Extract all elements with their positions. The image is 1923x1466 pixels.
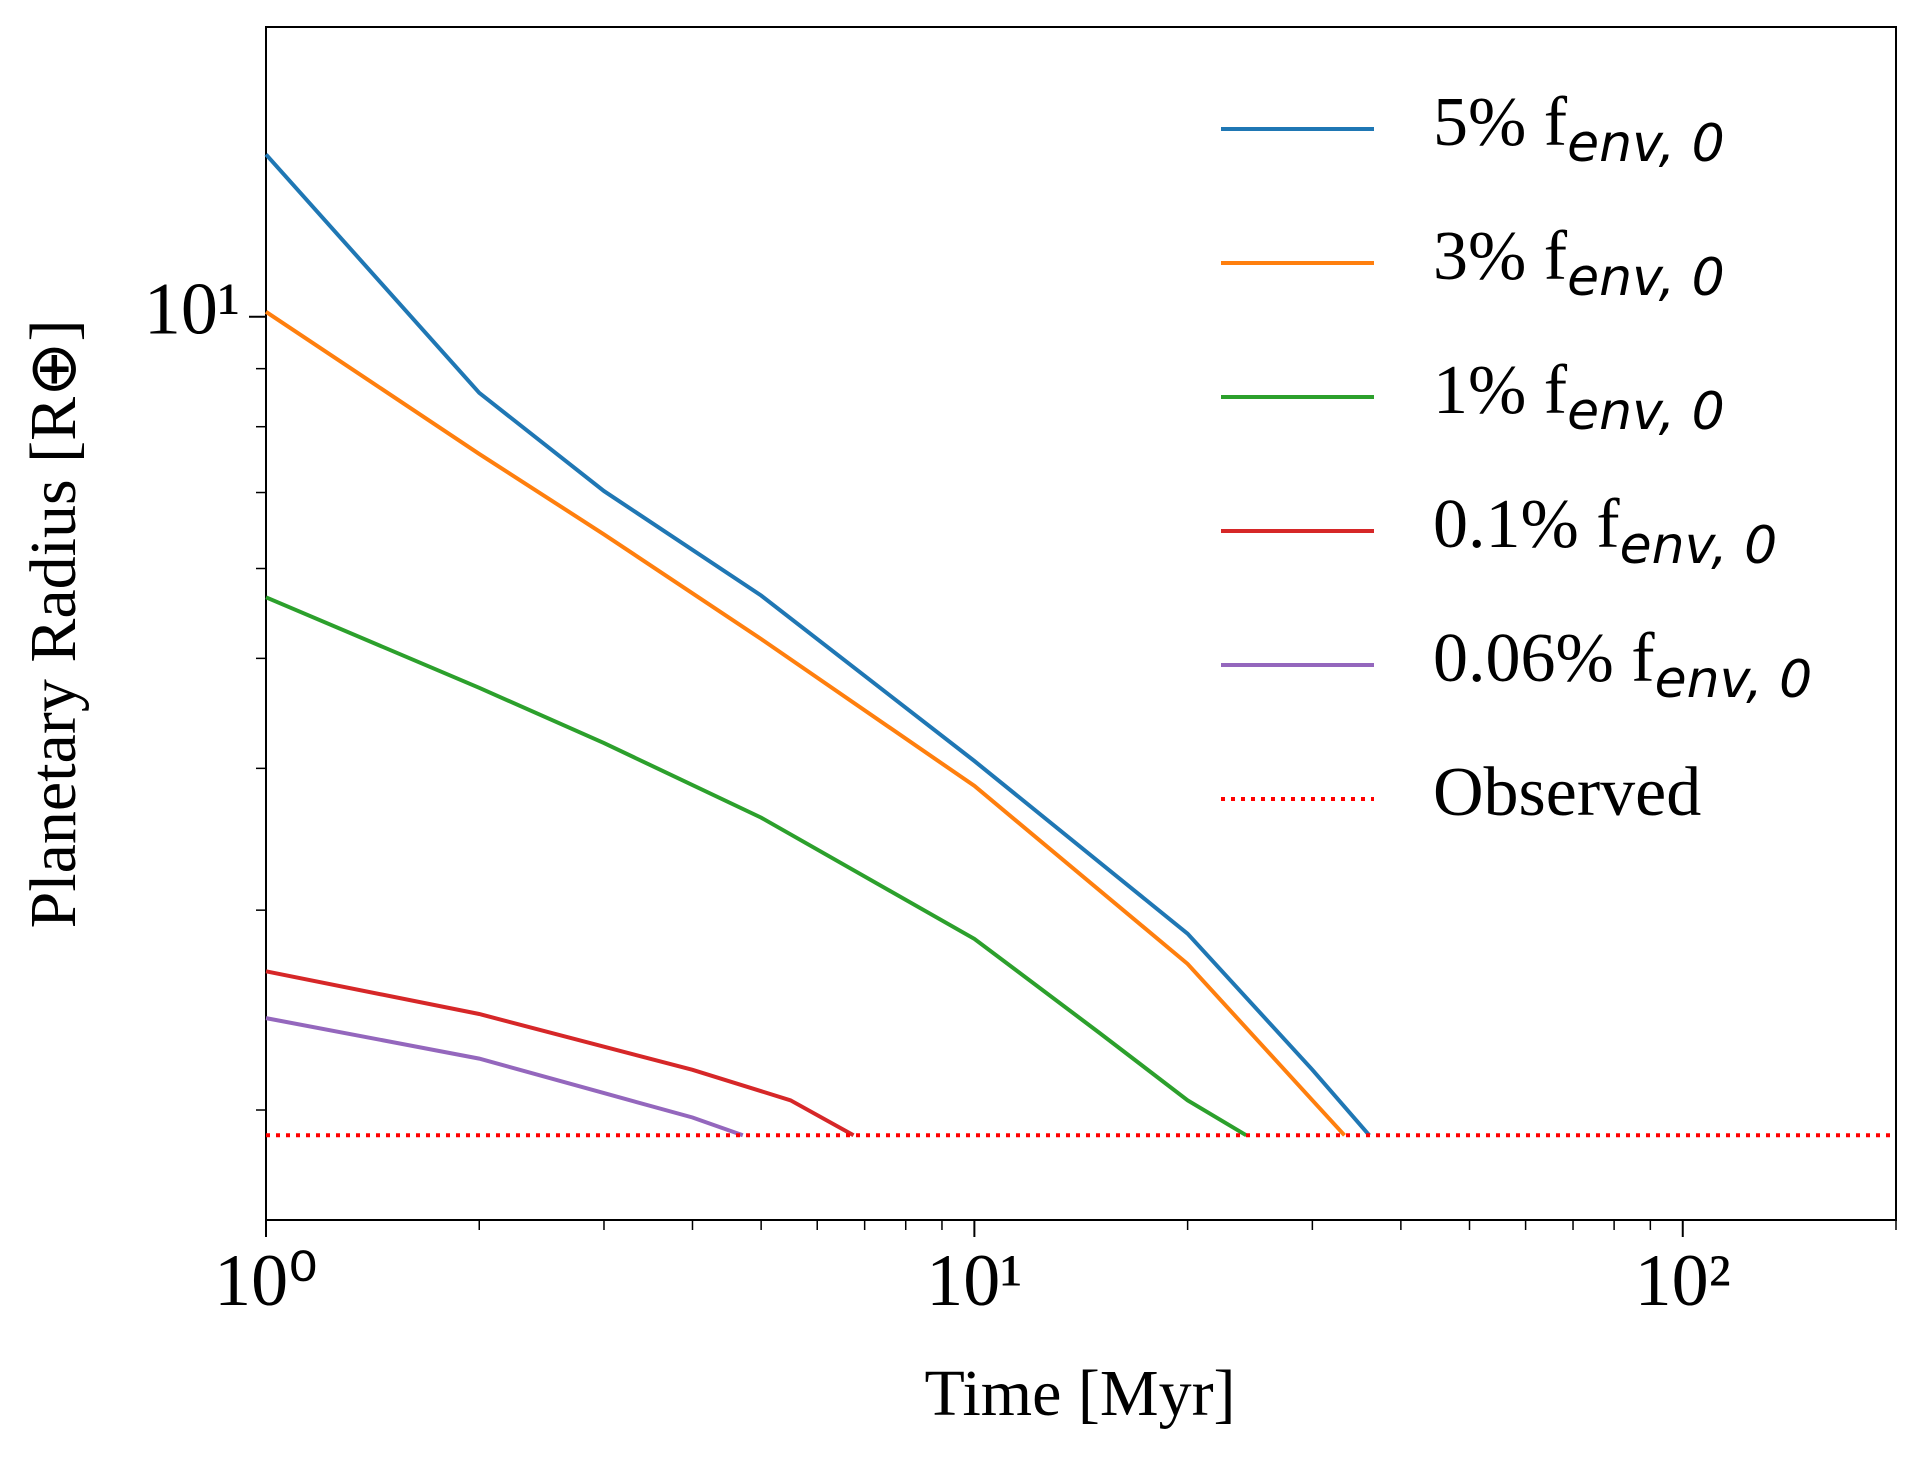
legend-subscript: env, 0 <box>1567 382 1725 442</box>
legend-label: 5% fenv, 0 <box>1433 84 1725 174</box>
legend-name: 0.06% f <box>1433 620 1655 697</box>
legend-label: 3% fenv, 0 <box>1433 218 1725 308</box>
legend-subscript: env, 0 <box>1567 114 1725 174</box>
x-tick-label: 10⁰ <box>214 1240 318 1322</box>
series-line <box>264 310 1346 1137</box>
legend-subscript: env, 0 <box>1620 516 1778 576</box>
legend-label: Observed <box>1433 754 1701 831</box>
legend-name: Observed <box>1433 754 1701 831</box>
legend-label: 0.06% fenv, 0 <box>1433 620 1812 710</box>
legend-name: 0.1% f <box>1433 486 1620 563</box>
legend-name: 5% f <box>1433 84 1568 161</box>
series-line <box>265 1016 744 1138</box>
legend-label: 0.1% fenv, 0 <box>1433 486 1777 576</box>
legend-name: 1% f <box>1433 352 1568 429</box>
legend-subscript: env, 0 <box>1655 650 1813 710</box>
plot-frame <box>265 26 1897 1221</box>
legend-name: 3% f <box>1433 218 1568 295</box>
series-line <box>265 595 1248 1138</box>
x-tick-label: 10² <box>1635 1240 1731 1322</box>
x-axis-label: Time [Myr] <box>924 1357 1235 1430</box>
y-tick-label: 10¹ <box>144 269 240 351</box>
series-line <box>264 153 1371 1137</box>
x-tick-label: 10¹ <box>926 1240 1022 1322</box>
legend-subscript: env, 0 <box>1567 248 1725 308</box>
series-line <box>265 969 855 1138</box>
y-axis-label: Planetary Radius [R⊕] <box>17 320 90 929</box>
legend-label: 1% fenv, 0 <box>1433 352 1725 442</box>
